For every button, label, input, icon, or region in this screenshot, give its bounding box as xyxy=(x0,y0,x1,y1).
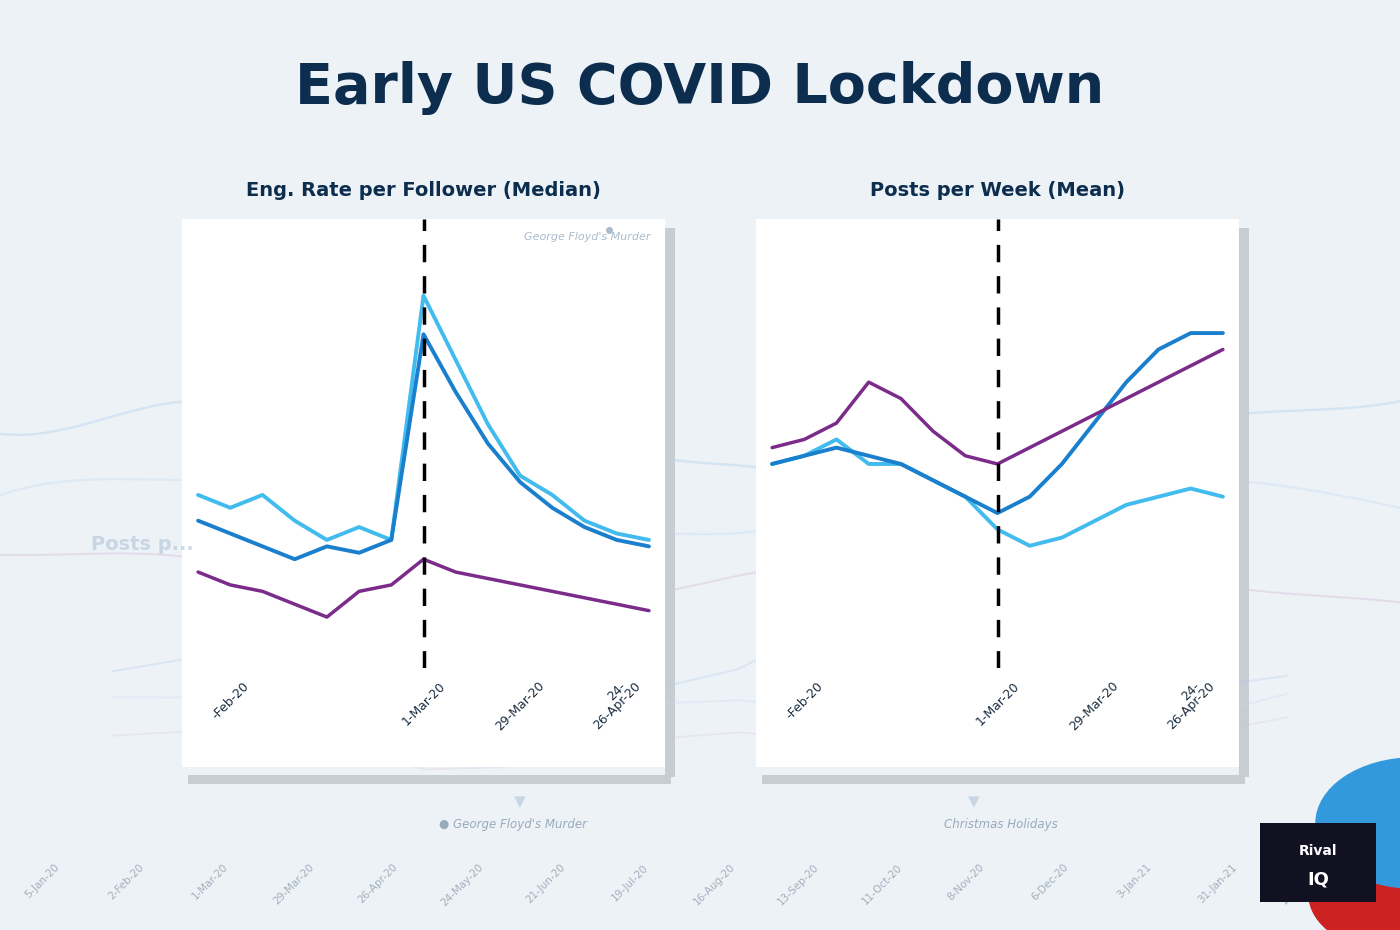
Text: 26-Apr-20: 26-Apr-20 xyxy=(357,862,399,905)
Text: 11-Oct-20: 11-Oct-20 xyxy=(860,862,904,906)
Text: 28-Feb-21: 28-Feb-21 xyxy=(1280,862,1324,906)
Text: Early US COVID Lockdown: Early US COVID Lockdown xyxy=(295,61,1105,115)
Text: 24-: 24- xyxy=(605,680,629,703)
Text: 3-Jan-21: 3-Jan-21 xyxy=(1114,862,1154,900)
Text: 26-Apr-20: 26-Apr-20 xyxy=(591,680,643,732)
Text: 2-Feb-20: 2-Feb-20 xyxy=(106,862,146,901)
Text: 26-Apr-20: 26-Apr-20 xyxy=(1165,680,1217,732)
Text: 19-Jul-20: 19-Jul-20 xyxy=(610,862,650,902)
Text: Christmas Holidays: Christmas Holidays xyxy=(945,818,1058,831)
Text: IQ: IQ xyxy=(1308,871,1329,889)
Text: 1-Mar-20: 1-Mar-20 xyxy=(973,680,1022,728)
Text: -Feb-20: -Feb-20 xyxy=(783,680,826,722)
Text: 16-Aug-20: 16-Aug-20 xyxy=(692,862,736,908)
Text: 24-May-20: 24-May-20 xyxy=(440,862,484,909)
Text: 29-Mar-20: 29-Mar-20 xyxy=(493,680,547,734)
Text: ▼: ▼ xyxy=(514,794,526,809)
Text: Eng. Rate per Follower (Median): Eng. Rate per Follower (Median) xyxy=(246,181,601,200)
Text: Posts per Week (Mean): Posts per Week (Mean) xyxy=(869,181,1126,200)
Text: Posts p...: Posts p... xyxy=(91,535,193,553)
Text: 13-Sep-20: 13-Sep-20 xyxy=(776,862,820,907)
Text: 8-Nov-20: 8-Nov-20 xyxy=(946,862,986,903)
Text: -Feb-20: -Feb-20 xyxy=(209,680,252,722)
Text: 24-: 24- xyxy=(1179,680,1203,703)
Text: 31-Jan-21: 31-Jan-21 xyxy=(1197,862,1239,905)
Text: ▼: ▼ xyxy=(967,794,979,809)
Text: 5-Jan-20: 5-Jan-20 xyxy=(22,862,62,900)
Text: 21-Jun-20: 21-Jun-20 xyxy=(525,862,567,905)
Text: ● George Floyd's Murder: ● George Floyd's Murder xyxy=(440,818,587,831)
Text: 1-Mar-20: 1-Mar-20 xyxy=(190,862,230,902)
Text: 6-Dec-20: 6-Dec-20 xyxy=(1030,862,1070,903)
Text: 29-Mar-20: 29-Mar-20 xyxy=(1067,680,1121,734)
Text: 29-Mar-20: 29-Mar-20 xyxy=(272,862,316,907)
Text: 1-Mar-20: 1-Mar-20 xyxy=(399,680,448,728)
Text: George Floyd's Murder: George Floyd's Murder xyxy=(524,232,651,242)
Text: Rival: Rival xyxy=(1299,844,1337,857)
